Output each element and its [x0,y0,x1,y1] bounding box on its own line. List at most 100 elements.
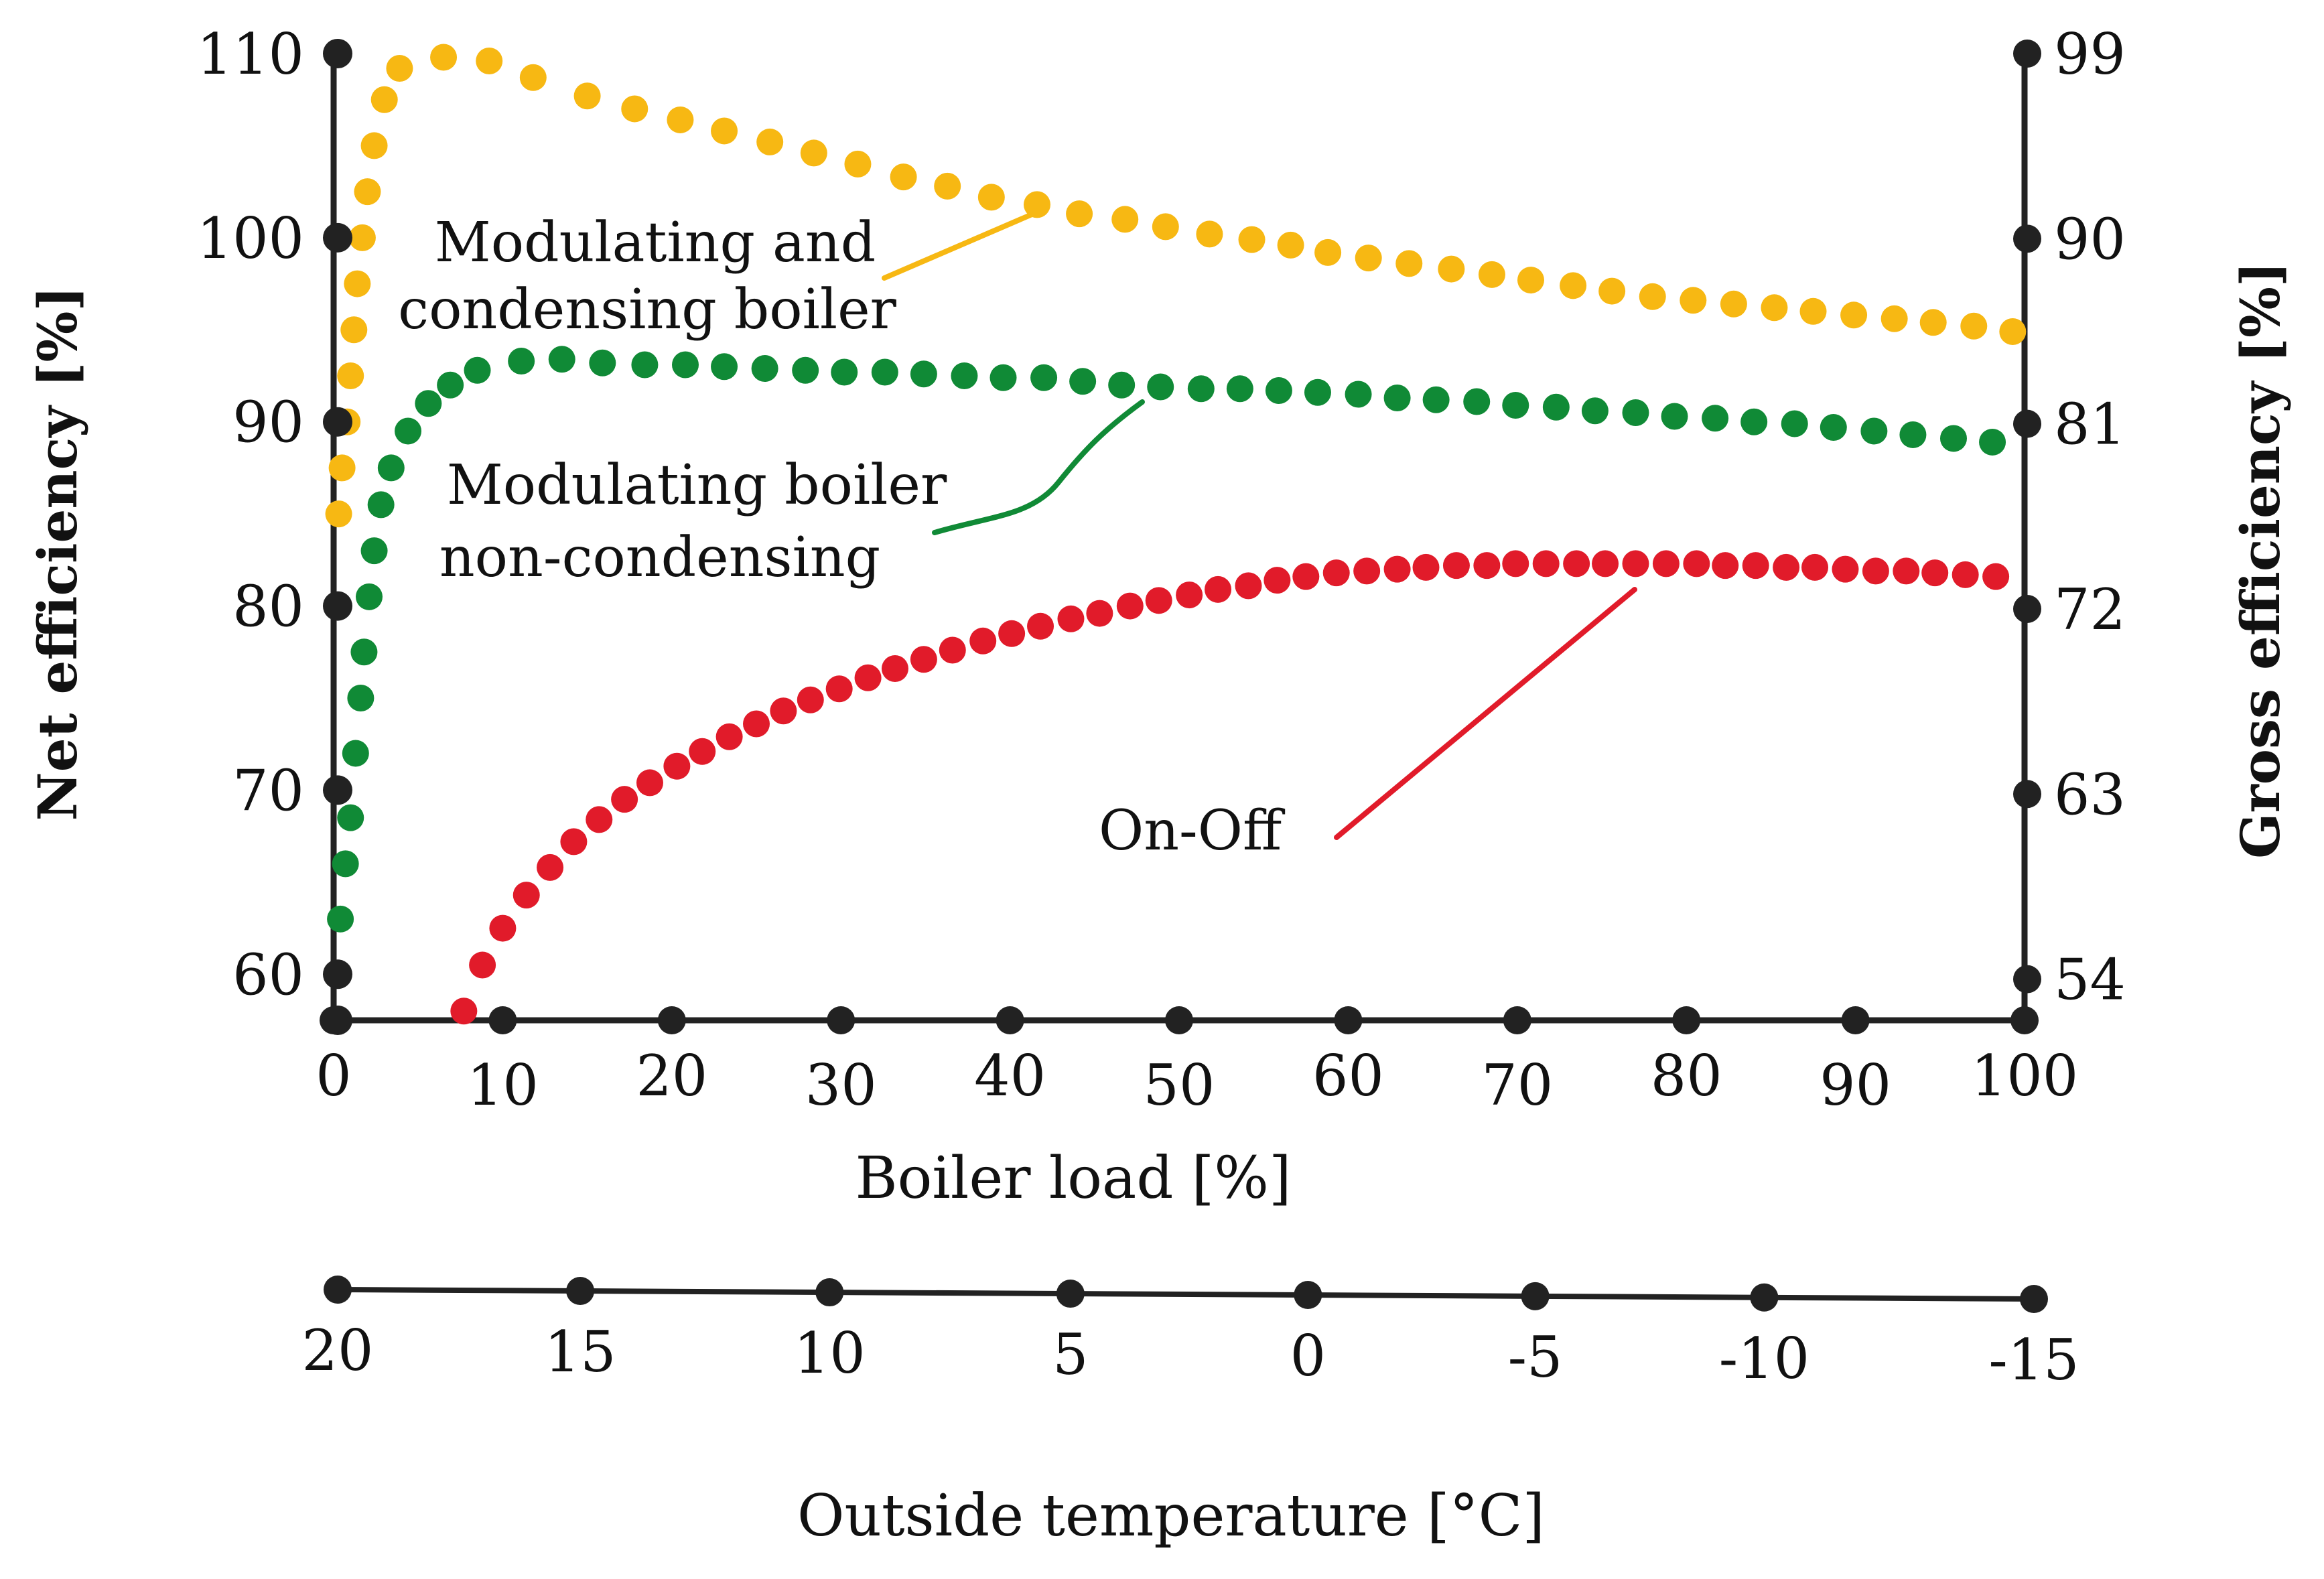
series-1-point-25 [951,362,978,389]
series-2-point-52 [1921,559,1949,587]
annotation-condensing-leader [882,210,1038,281]
y2-tick-label-90: 90 [2054,206,2126,272]
y2-tick-label-54: 54 [2054,947,2126,1013]
series-2-point-40 [1563,550,1590,577]
series-1-point-35 [1345,381,1372,408]
series-0-point-28 [1196,220,1223,248]
x2-tick-label-20: 20 [302,1318,374,1383]
y-tick-label-100: 100 [197,206,304,271]
series-2-point-30 [1263,567,1291,594]
series-0-point-24 [1023,191,1050,218]
series-2-point-50 [1862,557,1889,585]
series-0-point-35 [1478,261,1505,288]
series-2-point-16 [854,664,882,691]
x-tick-label-20: 20 [636,1043,707,1109]
x-tick-10 [488,1006,517,1034]
series-2 [450,550,2010,1025]
series-0-point-30 [1277,231,1304,259]
annotation-onoff-label: On-Off [1099,799,1286,863]
series-1-point-19 [711,353,738,381]
series-0-point-0 [325,500,352,528]
series-0-point-22 [934,172,961,200]
series-2-point-28 [1205,575,1232,603]
series-2-point-21 [998,620,1026,647]
series-0-point-18 [756,128,784,155]
y-tick-label-70: 70 [232,758,304,823]
series-0-point-8 [360,132,388,159]
series-2-point-31 [1292,563,1320,590]
series-0-point-20 [844,150,872,178]
series-0-point-45 [1881,305,1908,332]
y2-axis-title: Gross efficiency [%] [2229,261,2292,859]
x-tick-30 [827,1006,856,1034]
series-group [325,44,2027,1025]
x-tick-0 [320,1006,348,1034]
y-tick-label-80: 80 [232,574,304,640]
x2-tick-label--10: -10 [1719,1326,1809,1391]
series-1-point-46 [1781,410,1808,437]
series-2-point-20 [969,627,997,655]
x2-tick-label-15: 15 [545,1319,616,1385]
x-tick-label-70: 70 [1481,1052,1553,1118]
series-0-point-41 [1720,290,1747,318]
y-tick-70 [323,775,352,805]
series-2-point-22 [1027,612,1054,640]
series-2-point-8 [636,769,663,797]
series-2-point-26 [1145,587,1172,614]
series-1-point-23 [871,358,898,386]
x2-tick--15 [2020,1285,2048,1313]
series-1-point-40 [1542,393,1570,421]
y2-tick-label-63: 63 [2054,762,2126,827]
x2-tick-10 [815,1278,844,1307]
x-tick-100 [2010,1006,2039,1034]
series-0-point-47 [1960,312,1988,340]
x2-axis-title: Outside temperature [°C] [797,1483,1545,1550]
series-0-point-46 [1919,309,1947,336]
x-tick-label-60: 60 [1312,1043,1384,1109]
series-0-point-1 [328,454,356,482]
y2-tick-90 [2013,224,2041,253]
y-tick-110 [323,39,352,68]
series-1-point-37 [1422,386,1450,413]
series-0-point-23 [977,184,1005,211]
series-2-point-11 [715,723,743,750]
series-1-point-43 [1661,403,1688,430]
series-1 [327,346,2006,933]
series-2-point-43 [1652,550,1680,577]
series-2-point-24 [1086,600,1113,627]
series-0-point-42 [1761,294,1788,322]
y-tick-100 [323,222,352,253]
annotation-condensing-line-2: condensing boiler [398,278,896,342]
series-1-point-26 [989,364,1017,391]
x-tick-label-80: 80 [1651,1043,1722,1109]
series-2-point-35 [1412,553,1440,581]
series-2-point-34 [1383,555,1411,583]
series-2-point-46 [1742,552,1769,579]
series-0-point-32 [1355,245,1382,272]
series-2-point-17 [881,655,908,683]
x2-tick--10 [1750,1283,1779,1312]
y-tick-label-90: 90 [232,390,304,456]
series-0-point-9 [370,86,398,113]
series-0-point-10 [386,54,413,82]
series-2-point-49 [1832,555,1859,583]
series-1-point-45 [1740,408,1768,435]
series-2-point-42 [1622,550,1649,577]
series-1-point-36 [1383,384,1411,411]
y2-tick-81 [2013,409,2041,438]
series-1-point-2 [337,804,364,831]
series-2-point-45 [1712,552,1739,579]
series-0-point-4 [340,316,368,344]
series-1-point-38 [1463,388,1491,415]
series-2-point-41 [1592,550,1619,577]
x2-tick-label-0: 0 [1290,1323,1326,1389]
x2-tick-label-5: 5 [1052,1322,1088,1387]
series-1-point-4 [347,685,374,711]
series-1-point-22 [831,358,858,386]
series-2-point-33 [1353,557,1381,585]
series-0-point-7 [354,178,381,206]
series-1-point-6 [356,583,383,610]
series-1-point-15 [548,346,575,373]
series-0-point-6 [348,224,376,251]
